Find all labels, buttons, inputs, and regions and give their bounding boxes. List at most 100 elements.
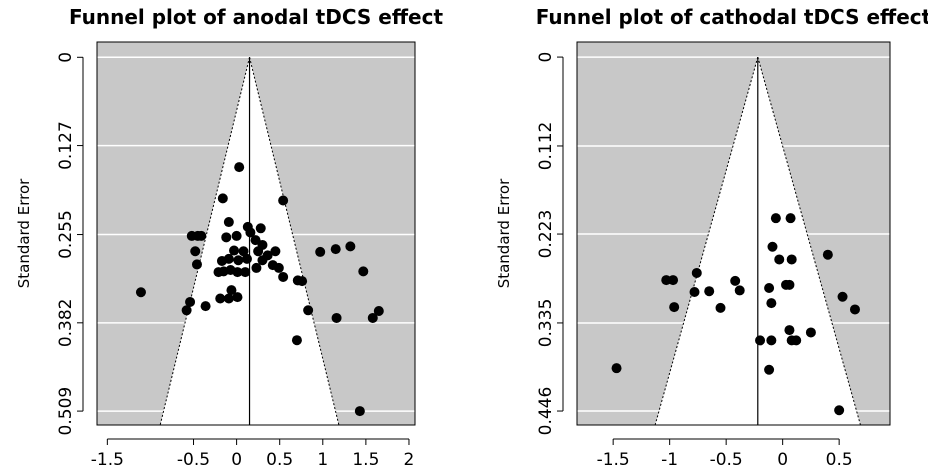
y-tick-label: 0 <box>536 52 556 63</box>
study-point <box>791 335 802 346</box>
plot-frame <box>96 41 416 426</box>
study-point <box>278 271 289 282</box>
study-point <box>784 279 795 290</box>
study-point <box>270 246 281 257</box>
study-point <box>668 275 679 286</box>
x-tick-label: 0 <box>231 450 242 470</box>
study-point <box>331 312 342 323</box>
x-tick-label: 2 <box>404 450 415 470</box>
x-tick-label: 0.5 <box>266 450 293 470</box>
study-point <box>734 285 745 296</box>
study-point <box>764 283 775 294</box>
study-point <box>273 262 284 273</box>
study-point <box>234 162 245 173</box>
x-tick-label: 1.5 <box>352 450 379 470</box>
funnel-edge <box>159 57 251 426</box>
study-point <box>185 296 196 307</box>
study-point <box>611 363 622 374</box>
study-point <box>805 327 816 338</box>
study-point <box>837 291 848 302</box>
study-point <box>730 275 741 286</box>
study-point <box>297 276 308 287</box>
study-point <box>764 364 775 375</box>
study-point <box>849 304 860 315</box>
y-tick-label: 0.127 <box>56 121 76 170</box>
study-point <box>345 241 356 252</box>
study-point <box>358 266 369 277</box>
y-tick-label: 0.112 <box>536 122 556 171</box>
study-point <box>231 230 242 241</box>
study-point <box>834 405 845 416</box>
chart-title: Funnel plot of cathodal tDCS effect <box>536 5 928 29</box>
study-point <box>223 293 234 304</box>
study-point <box>226 285 237 296</box>
study-point <box>245 227 256 238</box>
study-point <box>221 232 232 243</box>
y-tick-label: 0.509 <box>56 387 76 436</box>
y-tick-label: 0.446 <box>536 387 556 436</box>
chart-title: Funnel plot of anodal tDCS effect <box>69 5 443 29</box>
study-point <box>217 193 228 204</box>
study-point <box>278 195 289 206</box>
study-point <box>251 262 262 273</box>
study-point <box>241 253 252 264</box>
x-tick-label: 1 <box>317 450 328 470</box>
study-point <box>200 301 211 312</box>
study-point <box>315 246 326 257</box>
study-point <box>373 306 384 317</box>
study-point <box>291 335 302 346</box>
study-point <box>704 286 715 297</box>
x-tick-label: -1.5 <box>597 450 630 470</box>
study-point <box>691 267 702 278</box>
y-axis-label: Standard Error <box>495 178 513 288</box>
x-tick-label: -1.5 <box>91 450 124 470</box>
study-point <box>755 335 766 346</box>
study-point <box>303 305 314 316</box>
study-point <box>774 254 785 265</box>
study-point <box>253 246 264 257</box>
x-tick-label: 0.5 <box>826 450 853 470</box>
y-tick-label: 0 <box>56 52 76 63</box>
study-point <box>767 241 778 252</box>
study-point <box>770 213 781 224</box>
study-point <box>785 213 796 224</box>
study-point <box>367 312 378 323</box>
study-point <box>181 305 192 316</box>
study-point <box>215 293 226 304</box>
study-point <box>233 255 244 266</box>
x-tick-label: -1 <box>661 450 678 470</box>
study-point <box>229 245 240 256</box>
study-point <box>240 267 251 278</box>
y-axis-label: Standard Error <box>15 178 33 288</box>
study-point <box>232 267 243 278</box>
funnel-edge <box>249 57 340 426</box>
x-tick-label: -0.5 <box>177 450 210 470</box>
study-point <box>689 286 700 297</box>
y-tick-label: 0.382 <box>56 298 76 347</box>
study-point <box>232 292 243 303</box>
study-point <box>257 255 268 266</box>
study-point <box>191 259 202 270</box>
study-point <box>715 302 726 313</box>
study-point <box>822 249 833 260</box>
study-point <box>255 223 266 234</box>
study-point <box>786 254 797 265</box>
study-point <box>223 217 234 228</box>
study-point <box>223 253 234 264</box>
study-point <box>766 335 777 346</box>
study-point <box>766 298 777 309</box>
study-point <box>238 246 249 257</box>
x-tick-label: -0.5 <box>710 450 743 470</box>
y-tick-label: 0.223 <box>536 210 556 259</box>
x-tick-label: 0 <box>777 450 788 470</box>
plot-frame <box>576 41 891 426</box>
study-point <box>330 244 341 255</box>
study-point <box>135 287 146 298</box>
study-point <box>784 325 795 336</box>
study-point <box>190 246 201 257</box>
study-point <box>669 302 680 313</box>
study-point <box>196 230 207 241</box>
study-point <box>213 267 224 278</box>
study-point <box>354 406 365 417</box>
